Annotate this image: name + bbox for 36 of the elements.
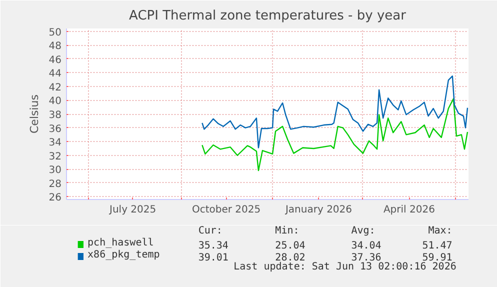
text: 51.47 — [422, 240, 452, 252]
text: 25.04 — [275, 240, 306, 252]
x-tick-label: July 2025 — [108, 204, 156, 216]
y-tick-label: 28 — [48, 178, 62, 190]
y-tick-label: 42 — [48, 82, 62, 94]
text: 35.34 — [198, 240, 228, 252]
y-tick-label: 38 — [48, 110, 62, 121]
y-tick-label: 30 — [48, 165, 62, 176]
text: 39.01 — [198, 252, 228, 264]
text: 28.02 — [275, 252, 306, 264]
y-tick-label: 46 — [48, 54, 62, 66]
text: Avg: — [351, 226, 376, 236]
y-tick-label: 32 — [48, 151, 62, 162]
text: 37.36 — [351, 252, 382, 264]
line-series — [202, 98, 468, 172]
y-tick-label: 34 — [48, 138, 62, 149]
chart-title: ACPI Thermal zone temperatures - by year — [129, 8, 407, 24]
text: Cur: — [198, 226, 222, 236]
y-tick-label: 50 — [48, 27, 62, 38]
text: Max: — [428, 226, 452, 236]
text: 34.04 — [351, 240, 382, 252]
x-tick-label: October 2025 — [192, 204, 261, 216]
text: 59.91 — [422, 252, 452, 264]
y-axis-title: Celsius — [28, 94, 41, 134]
y-tick-label: 36 — [48, 124, 62, 135]
x-tick-label: April 2026 — [383, 204, 435, 216]
y-tick-label: 44 — [48, 68, 62, 80]
text: Last update: Sat Jun 13 02:00:16 2026 — [234, 262, 456, 272]
y-tick-label: 48 — [48, 41, 62, 52]
text: Min: — [275, 226, 300, 236]
x-tick-label: January 2026 — [284, 204, 352, 216]
legend-label: x86_pkg_temp — [88, 250, 160, 260]
legend-label: pch_haswell — [88, 238, 154, 248]
y-tick-label: 40 — [48, 96, 62, 108]
line-series — [202, 75, 468, 148]
y-tick-label: 26 — [48, 192, 62, 204]
